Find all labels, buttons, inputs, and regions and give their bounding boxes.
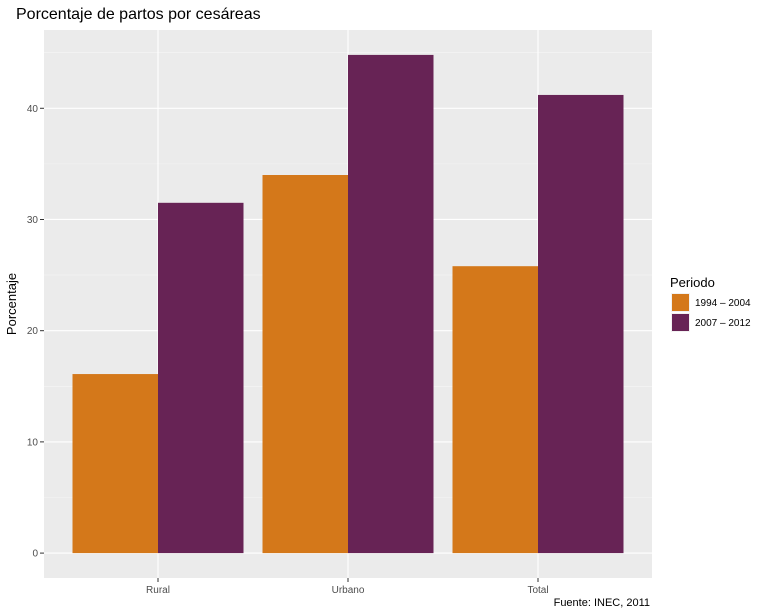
y-tick-label: 40	[27, 104, 39, 115]
legend: Periodo 1994 – 2004 2007 – 2012	[670, 275, 751, 332]
x-axis: Rural Urbano Total	[146, 578, 549, 596]
y-axis: 0 10 20 30 40	[27, 104, 44, 560]
y-axis-title: Porcentaje	[4, 273, 19, 335]
y-tick-label: 20	[27, 326, 39, 337]
bar	[348, 54, 434, 554]
bar	[538, 94, 624, 554]
x-tick-label: Rural	[146, 585, 170, 596]
bar	[452, 266, 538, 554]
legend-label: 1994 – 2004	[695, 298, 751, 309]
x-tick-label: Total	[527, 585, 548, 596]
bar	[262, 175, 348, 554]
chart-title: Porcentaje de partos por cesáreas	[16, 6, 261, 23]
y-tick-label: 30	[27, 215, 39, 226]
legend-swatch	[672, 294, 689, 311]
y-tick-label: 10	[27, 437, 39, 448]
y-tick-label: 0	[32, 549, 38, 560]
bar	[72, 374, 158, 554]
legend-swatch	[672, 314, 689, 331]
bars	[72, 54, 624, 554]
chart-caption: Fuente: INEC, 2011	[554, 597, 650, 609]
legend-label: 2007 – 2012	[695, 318, 751, 329]
x-tick-label: Urbano	[332, 585, 365, 596]
legend-title: Periodo	[670, 275, 715, 290]
bar	[158, 202, 244, 554]
